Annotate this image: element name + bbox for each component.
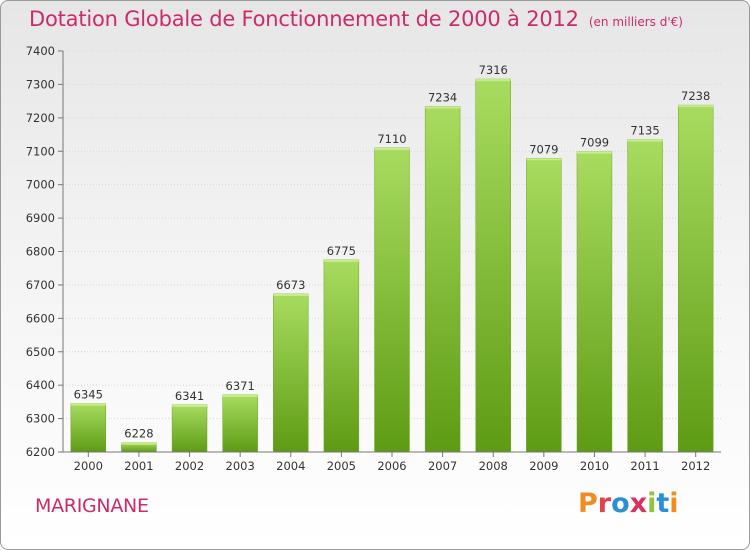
value-label: 7234 [428,90,457,104]
bar [374,147,410,453]
y-tick-label: 6200 [26,445,55,459]
bar [273,293,309,453]
bar-highlight [273,293,309,296]
x-tick-label: 2000 [74,459,103,473]
brand-letter: x [629,488,648,519]
x-tick-label: 2008 [479,459,508,473]
bar-highlight [526,158,562,161]
value-label: 6228 [124,427,153,441]
value-label: 7316 [479,63,508,77]
x-tick-label: 2009 [529,459,558,473]
bar [424,106,461,453]
brand-letter: t [656,488,670,519]
bar-highlight [576,151,612,154]
value-label: 6341 [175,389,204,403]
brand-letter: o [611,488,630,519]
y-tick-label: 6300 [26,412,55,426]
x-tick-label: 2003 [226,459,255,473]
bar-highlight [678,105,714,108]
labels: 6200 6300 6400 6500 6600 6700 6800 6900 7000 7100… [26,44,711,473]
x-tick-label: 2002 [175,459,204,473]
bar [475,78,511,453]
bar [70,403,107,453]
bar [576,151,613,453]
value-label: 6345 [74,388,103,402]
y-tick-label: 6900 [26,211,55,225]
y-tick-label: 7300 [26,77,55,91]
x-tick-label: 2010 [580,459,609,473]
bar-highlight [70,403,106,406]
x-tick-label: 2004 [276,459,305,473]
x-tick-label: 2007 [428,459,457,473]
value-label: 6371 [226,379,255,393]
y-tick-label: 6700 [26,278,55,292]
bar [171,404,208,453]
chart-title-text: Dotation Globale de Fonctionnement de 20… [29,7,579,31]
y-tick-label: 7000 [26,178,55,192]
bar-highlight [121,442,157,445]
brand-letter: i [647,488,657,519]
bar [627,139,663,453]
chart-subtitle: (en milliers d'€) [588,15,683,29]
y-tick-label: 6400 [26,378,55,392]
value-label: 7079 [529,142,558,156]
x-tick-label: 2006 [377,459,406,473]
bar-highlight [374,147,410,150]
bar-highlight [627,139,663,142]
brand-letter: i [669,488,679,519]
bar [323,259,360,453]
x-tick-label: 2011 [630,459,659,473]
axes [58,50,721,457]
x-tick-label: 2001 [124,459,153,473]
bar [677,104,714,453]
y-tick-label: 7200 [26,111,55,125]
bar-highlight [222,394,258,397]
y-tick-label: 7400 [26,44,55,58]
value-label: 7135 [630,124,659,138]
value-label: 7110 [377,132,406,146]
y-tick-label: 6500 [26,345,55,359]
bar [526,158,562,453]
bar-highlight [172,404,208,407]
bar-highlight [323,259,359,262]
city-name: MARIGNANE [35,495,149,517]
bars [70,78,714,453]
value-label: 7099 [580,136,609,150]
bar [222,394,258,453]
value-label: 7238 [681,89,710,103]
x-tick-label: 2005 [327,459,356,473]
value-label: 6673 [276,278,305,292]
x-tick-label: 2012 [681,459,710,473]
bar-highlight [475,79,511,82]
value-label: 6775 [327,244,356,258]
bar-highlight [425,106,461,109]
brand-letter: r [597,488,612,519]
chart-title: Dotation Globale de Fonctionnement de 20… [29,7,683,31]
y-tick-label: 7100 [26,144,55,158]
y-tick-label: 6800 [26,245,55,259]
y-tick-label: 6600 [26,311,55,325]
brand-letter: P [578,488,598,519]
proxiti-logo[interactable]: Proxiti [578,488,679,519]
